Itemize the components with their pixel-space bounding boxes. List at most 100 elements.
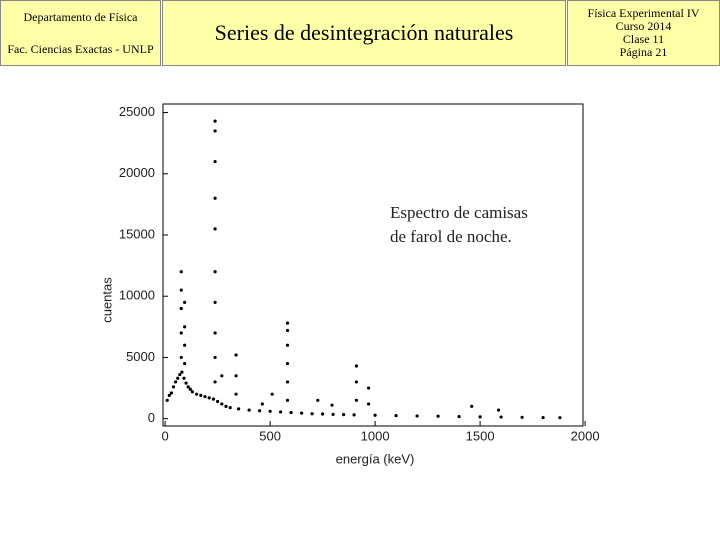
data-point — [195, 392, 199, 396]
y-tick-label: 5000 — [126, 349, 155, 364]
header-left: Departamento de Física Fac. Ciencias Exa… — [0, 0, 161, 66]
data-point — [285, 343, 290, 347]
data-point — [354, 398, 359, 402]
data-point — [207, 396, 211, 400]
data-point — [310, 412, 314, 416]
data-point — [366, 386, 371, 390]
data-point — [342, 413, 346, 417]
data-point — [183, 300, 187, 304]
data-point — [373, 413, 377, 417]
x-axis-label: energía (keV) — [336, 451, 415, 466]
data-point — [178, 372, 182, 377]
data-point — [366, 402, 371, 406]
y-tick-label: 25000 — [119, 104, 155, 119]
data-point — [220, 402, 224, 406]
header-text: Departamento de Física — [23, 9, 138, 24]
data-point — [436, 414, 440, 418]
data-point — [188, 387, 192, 391]
data-point — [285, 321, 290, 325]
data-point — [228, 406, 232, 410]
data-point — [224, 404, 228, 409]
data-point — [285, 380, 290, 384]
data-point — [541, 415, 545, 420]
data-point — [176, 376, 180, 380]
x-tick-label: 500 — [259, 428, 281, 443]
y-tick-label: 15000 — [119, 226, 155, 241]
header-text: Página 21 — [619, 45, 668, 59]
data-point — [415, 414, 419, 418]
x-tick-label: 1500 — [466, 428, 495, 443]
y-tick-label: 10000 — [119, 288, 155, 303]
annotation: de farol de noche. — [390, 227, 512, 246]
data-point — [182, 376, 186, 380]
data-point — [558, 416, 562, 420]
data-point — [237, 407, 241, 411]
data-point — [213, 270, 217, 274]
data-point — [179, 288, 183, 292]
data-point — [352, 413, 356, 417]
data-point — [330, 403, 334, 407]
data-point — [213, 227, 217, 231]
data-point — [520, 415, 524, 419]
data-point — [457, 414, 461, 419]
slide-title: Series de desintegración naturales — [214, 20, 514, 45]
data-point — [184, 381, 188, 385]
data-point — [331, 412, 335, 416]
data-point — [247, 408, 251, 412]
data-point — [165, 398, 169, 402]
data-point — [174, 380, 178, 384]
data-point — [171, 385, 176, 389]
data-point — [180, 370, 184, 374]
data-point — [183, 343, 187, 347]
data-point — [213, 129, 217, 133]
data-point — [354, 380, 359, 384]
data-point — [234, 392, 238, 396]
data-point — [203, 395, 207, 399]
data-point — [167, 393, 171, 397]
data-point — [258, 409, 262, 413]
y-tick-label: 0 — [148, 410, 155, 425]
data-point — [478, 415, 482, 419]
data-point — [179, 331, 183, 335]
data-point — [300, 411, 304, 415]
data-point — [179, 270, 183, 274]
data-point — [316, 398, 320, 402]
x-tick-label: 0 — [161, 428, 168, 443]
data-point — [179, 355, 183, 360]
data-point — [499, 415, 503, 419]
header-text: Fac. Ciencias Exactas - UNLP — [7, 41, 154, 56]
data-point — [234, 353, 238, 357]
data-point — [199, 393, 203, 397]
y-tick-label: 20000 — [119, 165, 155, 180]
data-point — [268, 409, 272, 413]
data-point — [220, 374, 224, 378]
header-right: Física Experimental IV Curso 2014 Clase … — [567, 0, 720, 66]
data-point — [289, 410, 293, 415]
y-axis-label: cuentas — [99, 277, 114, 323]
data-point — [285, 398, 290, 402]
x-tick-label: 1000 — [361, 428, 390, 443]
data-point — [260, 402, 264, 406]
data-point — [285, 328, 290, 333]
data-point — [496, 408, 501, 412]
data-point — [213, 380, 217, 384]
data-point — [169, 391, 173, 395]
data-point — [186, 385, 190, 389]
data-point — [354, 364, 359, 368]
data-point — [183, 361, 187, 366]
data-point — [213, 196, 217, 200]
data-point — [216, 399, 220, 404]
data-point — [213, 119, 217, 123]
data-point — [394, 413, 398, 418]
header-text: Clase 11 — [622, 32, 665, 46]
data-point — [213, 300, 217, 304]
x-tick-label: 2000 — [571, 428, 600, 443]
data-point — [213, 355, 217, 360]
data-point — [211, 397, 215, 401]
data-point — [285, 361, 290, 366]
data-point — [183, 325, 187, 329]
plot-frame — [162, 103, 584, 427]
header-title: Series de desintegración naturales — [162, 0, 566, 66]
data-point — [190, 390, 194, 394]
